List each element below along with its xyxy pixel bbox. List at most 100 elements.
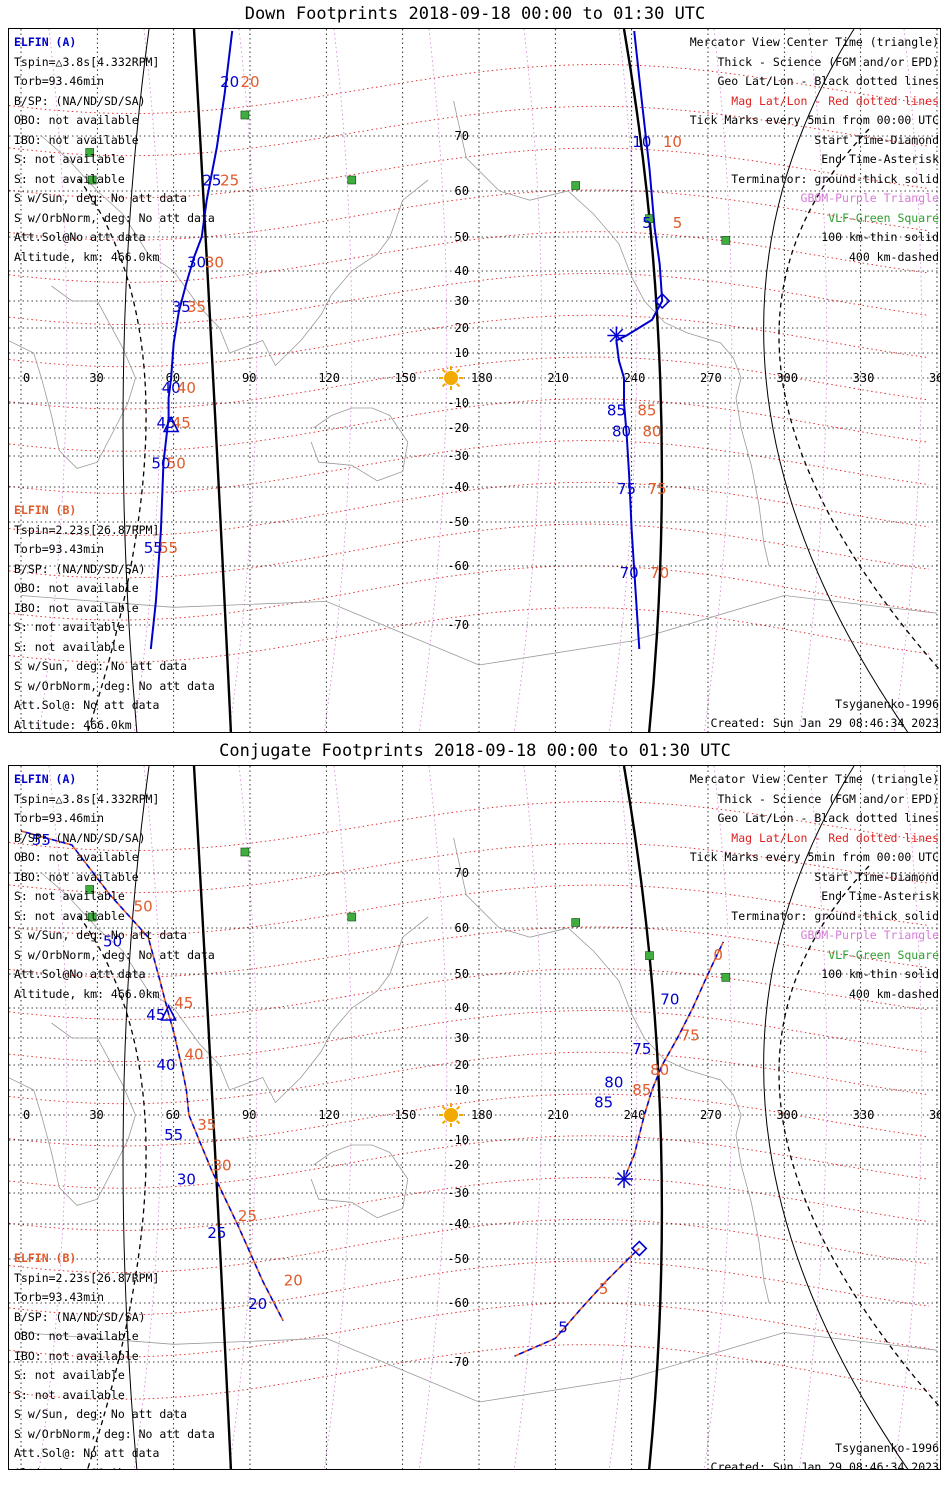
lon-tick-label: 300 (776, 1108, 798, 1122)
mag-lat-line (9, 523, 930, 579)
mag-lat-line (9, 842, 930, 894)
lon-tick-label: 120 (318, 1108, 340, 1122)
lat-tick-label: -10 (447, 396, 469, 410)
elfin-a-time-tick: 75 (617, 480, 636, 498)
sun-ray (455, 1119, 461, 1125)
lat-tick-label: 60 (455, 184, 469, 198)
vlf-station-square (85, 148, 94, 157)
elfin-a-time-tick: 85 (594, 1094, 613, 1112)
lat-tick-label: -50 (447, 515, 469, 529)
mag-lon-line (228, 29, 258, 732)
lon-tick-label: 30 (89, 371, 103, 385)
sun-ray (441, 382, 447, 388)
sun-icon (444, 1108, 459, 1122)
elfin-b-time-tick: 40 (177, 379, 196, 397)
mag-lon-line (703, 29, 733, 732)
lon-tick-label: 360 (929, 371, 941, 385)
elfin-a-time-tick: 30 (187, 254, 206, 272)
elfin-a-time-tick: 50 (103, 932, 122, 950)
coastline (310, 407, 409, 482)
vlf-station-square (721, 236, 731, 245)
mag-lon-line (703, 766, 733, 1469)
elfin-b-time-tick: 50 (167, 454, 186, 472)
lon-tick-label: 60 (166, 1108, 180, 1122)
lon-tick-label: 150 (395, 371, 417, 385)
elfin-a-time-tick: 40 (156, 1056, 175, 1074)
start-time-diamond (654, 292, 671, 310)
elfin-b-time-tick: 30 (205, 254, 224, 272)
elfin-a-time-tick: 25 (207, 1224, 226, 1242)
elfin-b-time-tick: 80 (642, 422, 661, 440)
mag-lon-line (798, 766, 828, 1469)
center-time-triangle (162, 415, 180, 433)
vlf-station-square (240, 847, 250, 857)
elfin-b-track (514, 1247, 640, 1357)
elfin-b-time-tick: 85 (632, 1081, 651, 1099)
mag-lat-line (9, 1051, 930, 1105)
lat-tick-label: 20 (455, 321, 469, 335)
mag-lon-line (133, 29, 163, 732)
elfin-b-time-tick: 0 (713, 946, 723, 964)
sun-ray (455, 368, 461, 374)
lon-tick-label: 240 (624, 1108, 646, 1122)
mag-lat-line (9, 1218, 930, 1274)
lon-tick-label: 240 (624, 371, 646, 385)
coastline (453, 100, 770, 567)
terminator-ground (622, 766, 664, 1469)
mag-lon-line (513, 29, 543, 732)
elfin-a-time-tick: 75 (632, 1040, 651, 1058)
lat-tick-label: 50 (455, 230, 469, 244)
lat-tick-label: -70 (447, 1355, 469, 1369)
lon-tick-label: 270 (700, 371, 722, 385)
elfin-b-time-tick: 25 (238, 1207, 257, 1225)
terminator-100km (763, 766, 909, 1469)
vlf-station-square (85, 885, 94, 894)
elfin-b-time-tick: 85 (637, 402, 656, 420)
elfin-b-time-tick: 55 (159, 539, 178, 557)
elfin-b-time-tick: 25 (220, 172, 239, 190)
mag-lat-line (9, 1260, 930, 1316)
map-canvas: 0 30 60 90 120 150 180 210 240 270 300 330 360 70 60 50… (9, 29, 941, 732)
lat-tick-label: -60 (447, 559, 469, 573)
lat-tick-label: -40 (447, 1217, 469, 1231)
lat-tick-label: -30 (447, 1186, 469, 1200)
elfin-b-time-tick: 35 (187, 298, 206, 316)
elfin-a-time-tick: 5 (642, 214, 652, 232)
mag-lat-line (9, 1302, 930, 1358)
mag-lat-line (9, 64, 930, 114)
elfin-b-time-tick: 5 (673, 214, 683, 232)
elfin-b-track (20, 830, 284, 1322)
lon-tick-label: 90 (242, 1108, 256, 1122)
lon-tick-label: 330 (853, 1108, 875, 1122)
lon-tick-label: 180 (471, 371, 493, 385)
vlf-station-square (87, 912, 97, 922)
lon-tick-label: 300 (776, 371, 798, 385)
sun-icon (444, 371, 459, 385)
elfin-a-track (623, 941, 725, 1180)
end-time-asterisk (609, 328, 624, 343)
elfin-b-time-tick: 20 (240, 73, 259, 91)
elfin-a-time-tick: 10 (632, 133, 651, 151)
mag-lat-line (9, 1135, 930, 1189)
vlf-station-square (347, 912, 357, 922)
lat-tick-label: 30 (455, 1031, 469, 1045)
mag-lat-line (9, 440, 930, 494)
mag-lon-line (38, 766, 68, 1469)
coastline (310, 1144, 409, 1219)
lon-tick-label: 0 (23, 1108, 30, 1122)
terminator-ground (192, 766, 233, 1469)
elfin-a-time-tick: 20 (220, 73, 239, 91)
lat-tick-label: 50 (455, 967, 469, 981)
vlf-station-square (571, 181, 580, 190)
elfin-a-time-tick: 40 (162, 379, 181, 397)
terminator-400km (778, 865, 940, 1407)
panel-title: Down Footprints 2018-09-18 00:00 to 01:3… (244, 4, 706, 24)
mag-lat-line (9, 356, 930, 410)
mag-lon-line (893, 766, 923, 1469)
lat-tick-label: 70 (455, 129, 469, 143)
lon-tick-label: 90 (242, 371, 256, 385)
mag-lat-line (9, 1344, 930, 1400)
lon-tick-label: 330 (853, 371, 875, 385)
mag-lon-line (608, 29, 638, 732)
coastline (20, 595, 938, 666)
